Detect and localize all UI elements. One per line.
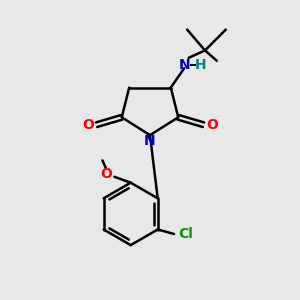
- Text: Cl: Cl: [178, 227, 193, 241]
- Text: O: O: [206, 118, 218, 132]
- Text: H: H: [195, 58, 206, 72]
- Text: O: O: [82, 118, 94, 132]
- Text: N: N: [144, 134, 156, 148]
- Text: O: O: [100, 167, 112, 181]
- Text: N: N: [178, 58, 190, 72]
